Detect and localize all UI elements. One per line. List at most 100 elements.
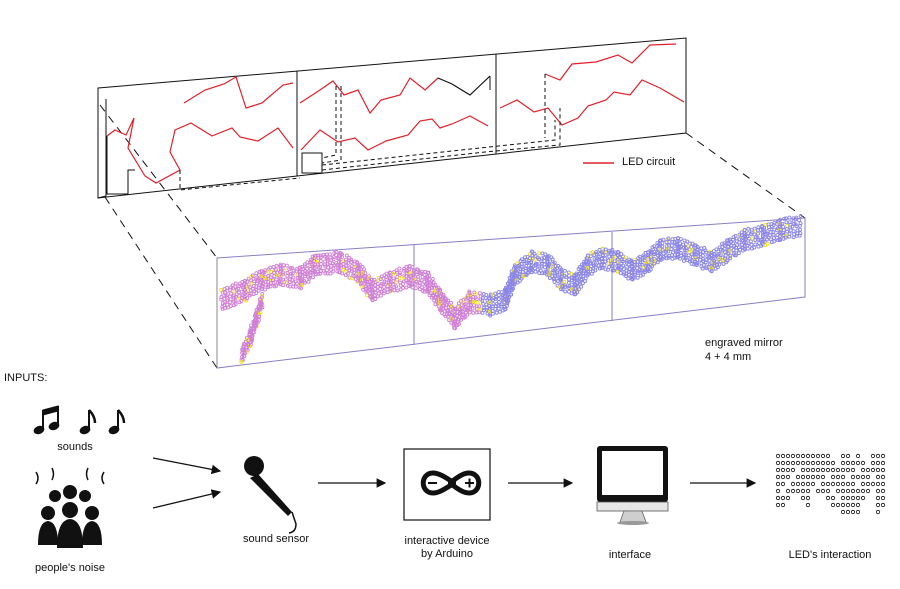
led-matrix-dot bbox=[876, 496, 879, 499]
led-matrix-dot bbox=[846, 496, 849, 499]
led-matrix-dot bbox=[866, 482, 869, 485]
circuit-path-4 bbox=[301, 116, 488, 150]
led-matrix-dot bbox=[846, 461, 849, 464]
led-matrix-dot bbox=[831, 475, 834, 478]
led-matrix-dot bbox=[821, 475, 824, 478]
led-matrix-dot bbox=[776, 454, 779, 457]
led-matrix-dot bbox=[776, 475, 779, 478]
box-inner-edge bbox=[98, 99, 106, 198]
led-matrix-dot bbox=[791, 482, 794, 485]
led-matrix-dot bbox=[801, 454, 804, 457]
led-matrix-dot bbox=[806, 468, 809, 471]
led-matrix-dot bbox=[821, 461, 824, 464]
led-matrix-dot bbox=[846, 503, 849, 506]
led-matrix-dot bbox=[856, 454, 859, 457]
led-matrix-dot bbox=[881, 475, 884, 478]
led-matrix-dot bbox=[781, 482, 784, 485]
led-matrix-dot bbox=[841, 475, 844, 478]
led-matrix-dot bbox=[796, 482, 799, 485]
led-matrix-dot bbox=[806, 503, 809, 506]
led-matrix-dot bbox=[846, 482, 849, 485]
sounds-label: sounds bbox=[40, 441, 110, 454]
led-matrix-dot bbox=[816, 475, 819, 478]
led-matrix-dot bbox=[826, 468, 829, 471]
led-matrix-dot bbox=[881, 461, 884, 464]
led-matrix-dot bbox=[806, 489, 809, 492]
led-matrix-dot bbox=[811, 454, 814, 457]
led-matrix-dot bbox=[866, 475, 869, 478]
led-matrix-dot bbox=[856, 496, 859, 499]
projection-line-right bbox=[686, 133, 805, 218]
legend-label: LED circuit bbox=[622, 156, 675, 169]
led-matrix-dot bbox=[801, 468, 804, 471]
led-matrix-dot bbox=[831, 461, 834, 464]
led-matrix-dot bbox=[876, 510, 879, 513]
led-matrix-dot bbox=[851, 503, 854, 506]
led-matrix-dot bbox=[806, 454, 809, 457]
led-matrix-dot bbox=[841, 454, 844, 457]
led-matrix-dot bbox=[816, 489, 819, 492]
led-matrix-dot bbox=[851, 468, 854, 471]
led-dot bbox=[788, 216, 791, 219]
led-matrix-dot bbox=[871, 454, 874, 457]
led-matrix-dot bbox=[801, 461, 804, 464]
dashed-connectors bbox=[180, 74, 560, 190]
led-matrix-dot bbox=[851, 489, 854, 492]
led-matrix-dot bbox=[881, 468, 884, 471]
device-label-line2: by Arduino bbox=[387, 548, 507, 561]
led-matrix-dot bbox=[776, 496, 779, 499]
led-matrix-dot bbox=[841, 468, 844, 471]
circuit-path-3b bbox=[438, 76, 490, 95]
led-matrix-dot bbox=[826, 461, 829, 464]
crowd-icon bbox=[36, 468, 104, 548]
led-matrix-dot bbox=[836, 489, 839, 492]
led-matrix-dot bbox=[851, 510, 854, 513]
led-matrix-dot bbox=[881, 489, 884, 492]
wire-left-2 bbox=[128, 170, 135, 194]
led-matrix-dot bbox=[811, 482, 814, 485]
led-matrix-dot bbox=[841, 489, 844, 492]
led-matrix-dot bbox=[791, 489, 794, 492]
led-matrix-dot bbox=[841, 496, 844, 499]
led-matrix-dot bbox=[821, 489, 824, 492]
led-matrix-dot bbox=[881, 482, 884, 485]
led-matrix-dot bbox=[816, 454, 819, 457]
device-label-line1: interactive device bbox=[387, 535, 507, 548]
led-matrix-dot bbox=[801, 489, 804, 492]
led-matrix-dot bbox=[806, 496, 809, 499]
led-matrix-dot bbox=[786, 468, 789, 471]
led-matrix-dot bbox=[876, 503, 879, 506]
led-matrix-dot bbox=[831, 468, 834, 471]
led-matrix-dot bbox=[776, 489, 779, 492]
sensor-label: sound sensor bbox=[228, 533, 324, 546]
inputs-title: INPUTS: bbox=[4, 372, 47, 385]
microphone-icon bbox=[244, 456, 296, 533]
led-matrix-dot bbox=[831, 496, 834, 499]
led-matrix-dot bbox=[876, 468, 879, 471]
led-matrix-dot bbox=[801, 482, 804, 485]
led-matrix-dot bbox=[871, 468, 874, 471]
led-matrix-dot bbox=[876, 454, 879, 457]
led-matrix-icon bbox=[776, 454, 884, 513]
led-matrix-dot bbox=[781, 454, 784, 457]
led-matrix-dot bbox=[861, 475, 864, 478]
led-matrix-dot bbox=[876, 482, 879, 485]
led-matrix-dot bbox=[801, 475, 804, 478]
led-matrix-dot bbox=[856, 510, 859, 513]
led-matrix-dot bbox=[841, 482, 844, 485]
led-matrix-dot bbox=[821, 468, 824, 471]
circuit-path-3 bbox=[300, 78, 438, 113]
led-matrix-dot bbox=[816, 461, 819, 464]
led-matrix-dot bbox=[786, 454, 789, 457]
led-matrix-dot bbox=[781, 468, 784, 471]
wire-left bbox=[107, 136, 128, 194]
led-matrix-dot bbox=[846, 510, 849, 513]
led-matrix-dot bbox=[841, 503, 844, 506]
led-matrix-dot bbox=[776, 468, 779, 471]
led-matrix-dot bbox=[866, 468, 869, 471]
led-matrix-dot bbox=[856, 475, 859, 478]
mirror-thickness: 4 + 4 mm bbox=[705, 351, 751, 364]
monitor-icon bbox=[597, 446, 668, 525]
led-matrix-dot bbox=[791, 468, 794, 471]
